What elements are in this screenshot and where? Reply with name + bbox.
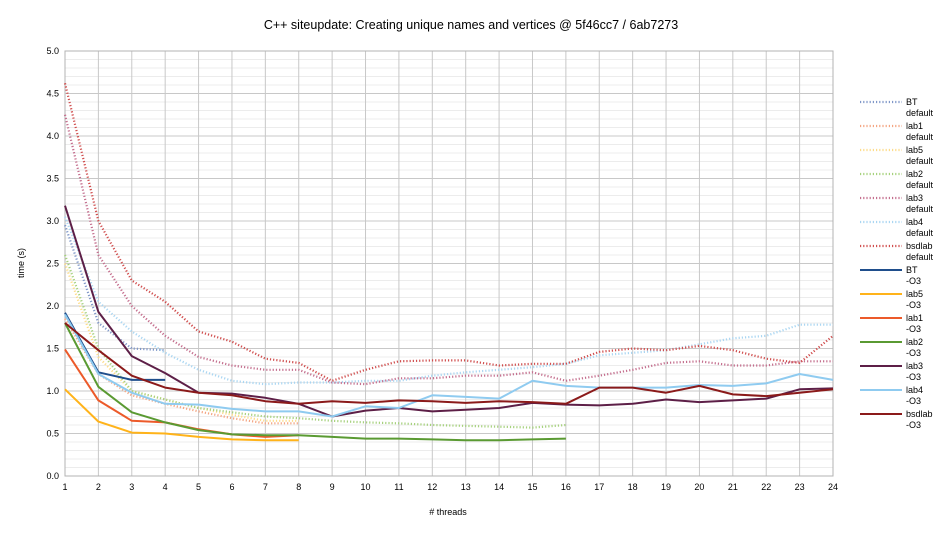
x-tick-label: 9 [330, 482, 335, 492]
legend-label: -O3 [906, 324, 921, 334]
x-tick-label: 15 [527, 482, 537, 492]
legend-label: default [906, 252, 934, 262]
x-tick-label: 21 [728, 482, 738, 492]
legend-label: -O3 [906, 396, 921, 406]
series-line-bsdlab-default [63, 83, 834, 382]
series-layer [63, 83, 834, 442]
series-line-lab3-o3 [64, 205, 834, 418]
series-line-lab5-o3 [64, 388, 299, 442]
x-tick-label: 23 [795, 482, 805, 492]
y-tick-label: 0.0 [46, 471, 59, 481]
legend-label: lab4 [906, 217, 923, 227]
legend-label: default [906, 228, 934, 238]
legend-label: -O3 [906, 300, 921, 310]
legend-label: lab2 [906, 169, 923, 179]
minor-gridlines [65, 59, 833, 468]
series-line-lab1-o3 [64, 348, 299, 438]
legend-label: lab5 [906, 145, 923, 155]
x-tick-label: 6 [229, 482, 234, 492]
series-line-bt-default [63, 224, 166, 352]
series-line-lab2-default [63, 254, 566, 429]
x-tick-label: 10 [361, 482, 371, 492]
series-line-lab4-default [63, 216, 833, 386]
legend-label: bsdlab [906, 409, 933, 419]
y-tick-label: 4.5 [46, 89, 59, 99]
y-tick-label: 3.5 [46, 174, 59, 184]
x-tick-label: 22 [761, 482, 771, 492]
x-tick-label: 18 [628, 482, 638, 492]
x-tick-label: 13 [461, 482, 471, 492]
x-tick-label: 2 [96, 482, 101, 492]
y-tick-label: 5.0 [46, 46, 59, 56]
x-axis-label: # threads [429, 507, 467, 517]
major-gridlines [64, 50, 834, 477]
x-tick-label: 11 [394, 482, 403, 492]
y-axis-label: time (s) [16, 248, 26, 278]
legend-label: lab3 [906, 361, 923, 371]
legend-label: lab4 [906, 385, 923, 395]
legend-label: bsdlab [906, 241, 933, 251]
x-tick-label: 1 [62, 482, 67, 492]
legend-label: default [906, 108, 934, 118]
legend-label: -O3 [906, 372, 921, 382]
legend-label: default [906, 204, 934, 214]
legend-label: -O3 [906, 348, 921, 358]
x-tick-label: 3 [129, 482, 134, 492]
legend-label: lab2 [906, 337, 923, 347]
legend-label: lab5 [906, 289, 923, 299]
x-tick-label: 4 [163, 482, 168, 492]
legend-label: lab1 [906, 313, 923, 323]
legend-label: -O3 [906, 420, 921, 430]
y-tick-label: 1.0 [46, 386, 59, 396]
y-tick-label: 2.0 [46, 301, 59, 311]
series-line-lab2-o3 [64, 322, 566, 442]
legend-label: default [906, 132, 934, 142]
x-tick-label: 12 [427, 482, 437, 492]
x-tick-label: 19 [661, 482, 671, 492]
y-tick-label: 4.0 [46, 131, 59, 141]
x-tick-label: 8 [296, 482, 301, 492]
legend-label: BT [906, 265, 918, 275]
y-tick-label: 0.5 [46, 429, 59, 439]
x-tick-labels: 1 2 3 4 5 6 7 8 9 10 11 12 13 14 15 16 17 18 19 20 21 22 23 24 [62, 482, 838, 492]
y-tick-label: 3.0 [46, 216, 59, 226]
legend: BTdefaultlab1defaultlab5defaultlab2defau… [860, 97, 934, 430]
legend-label: lab1 [906, 121, 923, 131]
x-tick-label: 17 [594, 482, 604, 492]
legend-label: default [906, 156, 934, 166]
y-tick-labels: 0.0 0.5 1.0 1.5 2.0 2.5 3.0 3.5 4.0 4.5 5.0 [46, 46, 59, 481]
x-tick-label: 7 [263, 482, 268, 492]
legend-label: lab3 [906, 193, 923, 203]
series-line-lab3-default [63, 114, 833, 386]
chart-title: C++ siteupdate: Creating unique names an… [264, 18, 678, 32]
x-tick-label: 24 [828, 482, 838, 492]
series-line-bsdlab-o3 [64, 322, 834, 405]
y-tick-label: 1.5 [46, 344, 59, 354]
y-tick-label: 2.5 [46, 259, 59, 269]
x-tick-label: 14 [494, 482, 504, 492]
x-tick-label: 5 [196, 482, 201, 492]
x-tick-label: 16 [561, 482, 571, 492]
x-tick-label: 20 [694, 482, 704, 492]
legend-label: default [906, 180, 934, 190]
legend-label: BT [906, 97, 918, 107]
legend-label: -O3 [906, 276, 921, 286]
series-line-lab4-o3 [64, 314, 834, 418]
